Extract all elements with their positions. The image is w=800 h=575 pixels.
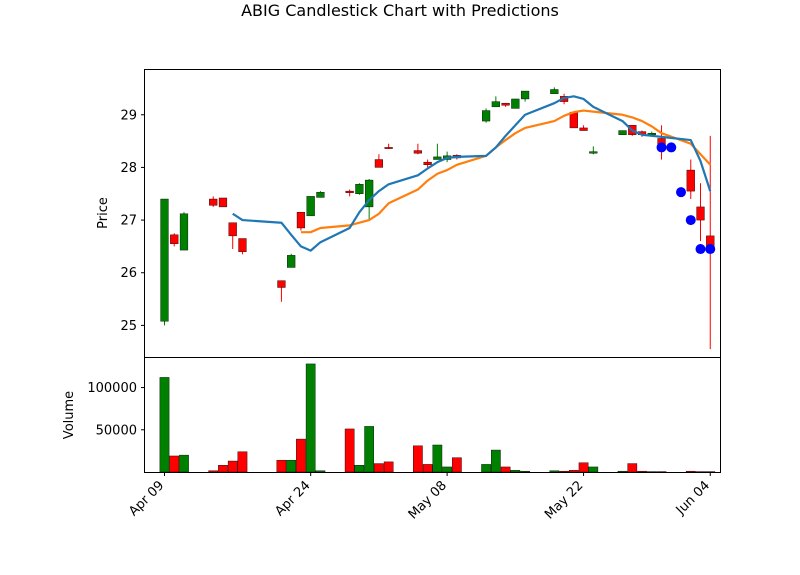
candle-body <box>287 255 296 268</box>
date-tick-label: May 08 <box>406 478 450 522</box>
candle-body <box>618 130 627 135</box>
volume-bar <box>452 457 462 473</box>
volume-bar <box>432 444 443 473</box>
candle-body <box>345 190 354 193</box>
volume-bar <box>568 470 579 473</box>
prediction-point <box>676 187 687 198</box>
candle-body <box>696 206 705 221</box>
candle-body <box>296 211 306 229</box>
price-tick-label: 28 <box>120 161 137 176</box>
volume-bar <box>559 470 569 473</box>
volume-bar <box>549 470 560 473</box>
volume-bar <box>344 428 355 473</box>
volume-bar <box>374 463 384 473</box>
candle-body <box>491 101 500 108</box>
volume-panel: 50000 100000 Volume <box>62 357 721 473</box>
price-tick-label: 27 <box>120 214 137 229</box>
date-tick-label: Apr 09 <box>126 478 167 519</box>
volume-bar <box>413 445 423 473</box>
volume-axes-frame <box>144 357 721 473</box>
price-tick-label: 26 <box>120 266 137 281</box>
volume-bar <box>383 461 394 473</box>
volume-bar <box>159 377 170 473</box>
candle-body <box>384 147 393 149</box>
ma-short-line <box>232 95 712 252</box>
volume-bar <box>208 470 219 473</box>
volume-bar <box>276 459 287 473</box>
candle-body <box>501 102 510 106</box>
volume-bar <box>578 462 589 473</box>
date-tick-label: Apr 24 <box>272 478 313 519</box>
volume-bar <box>442 466 452 473</box>
candle-body <box>306 196 315 217</box>
volume-bar <box>617 470 628 473</box>
candle-body <box>550 89 559 94</box>
candle-body <box>482 110 491 122</box>
volume-axis-label: Volume <box>62 391 77 439</box>
volume-bar <box>588 466 599 473</box>
candle-body <box>520 90 530 100</box>
volume-bar <box>237 451 248 473</box>
volume-bar <box>218 465 228 473</box>
volume-bar <box>500 466 511 473</box>
volume-bar <box>315 470 326 473</box>
candle-body <box>209 198 218 206</box>
volume-bar <box>491 449 501 473</box>
prediction-point <box>705 244 716 255</box>
price-tick-label: 25 <box>120 319 137 334</box>
price-axes-frame <box>144 69 721 358</box>
candle-body <box>179 213 189 251</box>
volume-bar <box>354 465 365 473</box>
candle-body <box>579 127 588 131</box>
volume-tick-label: 100000 <box>87 381 137 396</box>
volume-bar <box>637 470 647 473</box>
candle-body <box>238 238 247 252</box>
volume-bar <box>685 470 696 473</box>
price-tick-label: 29 <box>120 108 137 123</box>
volume-bar <box>179 454 189 473</box>
candle-body <box>355 184 364 194</box>
volume-bar <box>364 426 374 473</box>
prediction-point <box>695 244 706 255</box>
candle-body <box>511 98 520 109</box>
volume-bar <box>481 464 491 473</box>
date-tick-label: May 22 <box>542 478 586 522</box>
candle-body <box>569 111 578 129</box>
prediction-point <box>666 142 677 153</box>
candle-body <box>170 234 179 244</box>
chart-title: ABIG Candlestick Chart with Predictions <box>241 1 559 20</box>
volume-bar <box>627 463 638 473</box>
candle-body <box>589 151 598 154</box>
candle-body <box>686 169 695 192</box>
candle-body <box>218 197 228 208</box>
candle-body <box>316 191 325 198</box>
date-axis: Apr 09 Apr 24 May 08 May 22 Jun 04 <box>126 472 713 522</box>
ma-long-line <box>300 109 712 234</box>
candle-body <box>423 161 432 165</box>
candle-body <box>160 198 169 322</box>
prediction-point <box>685 215 696 226</box>
date-tick-label: Jun 04 <box>673 478 713 518</box>
volume-tick-label: 50000 <box>96 423 137 438</box>
price-axis-label: Price <box>96 197 111 229</box>
volume-bar <box>296 438 306 473</box>
volume-bar <box>305 363 316 473</box>
prediction-point <box>656 142 667 153</box>
volume-bar <box>286 459 297 473</box>
volume-bar <box>510 470 521 473</box>
volume-bar <box>520 470 530 473</box>
volume-bar <box>227 460 238 473</box>
candle-body <box>228 222 237 237</box>
volume-bar <box>169 455 180 473</box>
price-panel: 25 26 27 28 29 Price <box>96 69 721 358</box>
candle-body <box>365 179 374 208</box>
candle-body <box>374 159 383 168</box>
candle-body <box>413 150 422 154</box>
candle-body <box>277 280 286 288</box>
volume-bar <box>422 464 433 473</box>
candle-body <box>433 156 442 160</box>
